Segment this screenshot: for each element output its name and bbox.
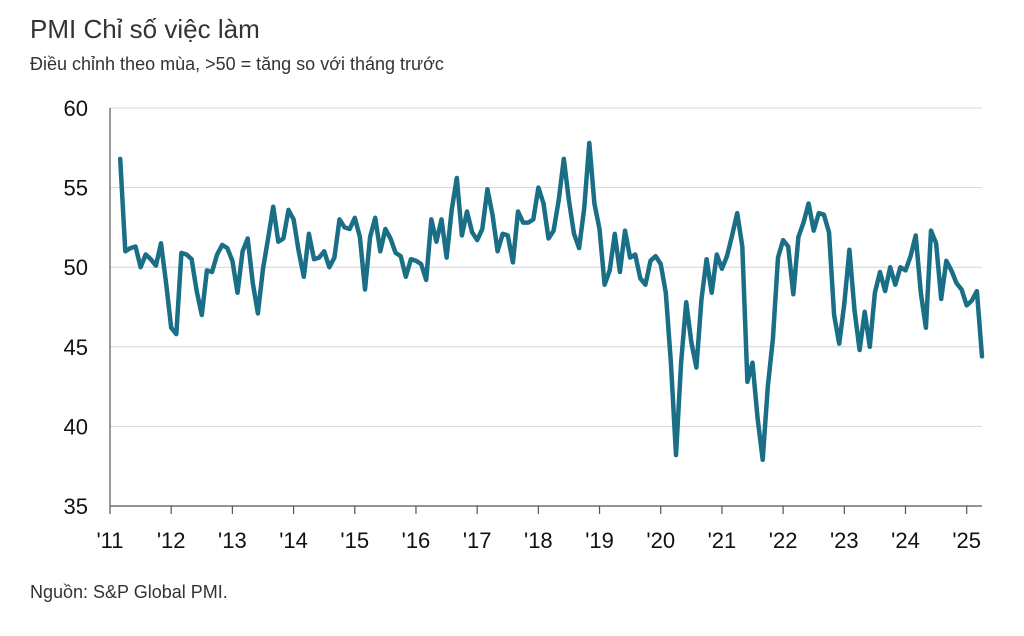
x-tick-label: '19 (585, 528, 614, 553)
series-line-0 (117, 140, 985, 463)
series-layer (117, 140, 985, 463)
y-tick-label: 50 (64, 255, 88, 280)
x-tick-label: '20 (646, 528, 675, 553)
x-tick-label: '13 (218, 528, 247, 553)
x-tick-label: '12 (157, 528, 186, 553)
chart-subtitle: Điều chỉnh theo mùa, >50 = tăng so với t… (30, 54, 444, 74)
x-tick-label: '23 (830, 528, 859, 553)
y-axis: 35 40 45 50 55 60 (64, 96, 88, 519)
y-tick-label: 35 (64, 494, 88, 519)
x-tick-label: '15 (340, 528, 369, 553)
x-tick-label: '25 (952, 528, 981, 553)
x-tick-label: '22 (769, 528, 798, 553)
x-tick-label: '16 (402, 528, 431, 553)
x-tick-label: '18 (524, 528, 553, 553)
x-tick-label: '11 (96, 528, 123, 553)
x-tick-label: '21 (708, 528, 737, 553)
y-tick-label: 55 (64, 176, 88, 201)
gridlines (109, 107, 982, 507)
y-tick-label: 40 (64, 414, 88, 439)
source-note: Nguồn: S&P Global PMI. (30, 582, 228, 602)
x-tick-label: '17 (463, 528, 492, 553)
x-tick-label: '14 (279, 528, 308, 553)
x-tick-label: '24 (891, 528, 920, 553)
chart-title: PMI Chỉ số việc làm (30, 14, 260, 44)
x-axis: '11 '12 '13 '14 '15 '16 '17 '18 '19 '20 '21 '22 '23 '… (96, 506, 981, 553)
y-tick-label: 45 (64, 335, 88, 360)
y-tick-label: 60 (64, 96, 88, 121)
